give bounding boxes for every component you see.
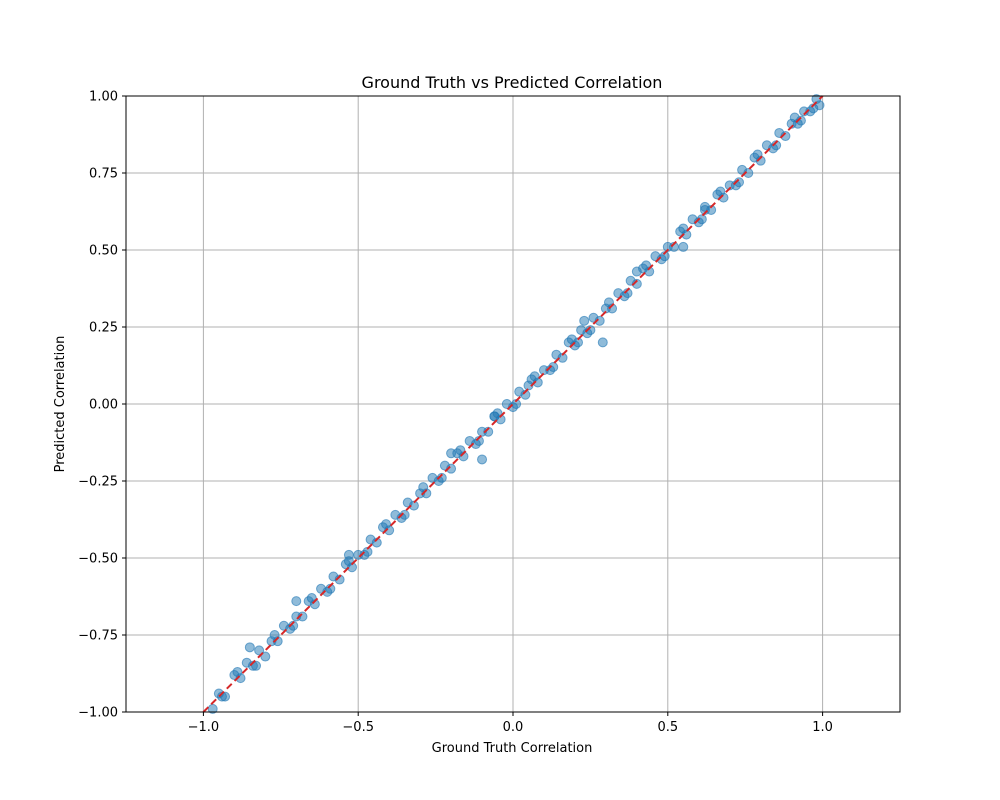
y-tick-label: 0.75: [89, 167, 118, 182]
data-point: [715, 186, 726, 197]
y-tick-label: 0.00: [89, 398, 118, 413]
data-point: [631, 266, 642, 277]
data-point: [291, 596, 302, 607]
y-tick-label: −0.75: [78, 629, 118, 644]
data-point: [752, 149, 763, 160]
data-point: [489, 411, 500, 422]
x-axis-label: Ground Truth Correlation: [432, 741, 593, 756]
chart-title: Ground Truth vs Predicted Correlation: [362, 73, 663, 92]
data-point: [579, 315, 590, 326]
data-point: [641, 260, 652, 271]
data-point: [603, 297, 614, 308]
x-tick-label: 0.5: [657, 720, 678, 735]
data-point: [678, 241, 689, 252]
data-point: [529, 371, 540, 382]
x-axis-ticks: −1.0 −0.5 0.0 0.5 1.0: [188, 712, 833, 735]
x-tick-label: 0.0: [503, 720, 524, 735]
y-axis-label: Predicted Correlation: [53, 336, 68, 473]
data-point: [455, 445, 466, 456]
x-tick-label: −1.0: [188, 720, 220, 735]
data-point: [207, 703, 218, 714]
data-points: [207, 94, 825, 714]
data-point: [659, 251, 670, 262]
data-point: [251, 660, 262, 671]
y-tick-label: 0.25: [89, 321, 118, 336]
data-point: [446, 448, 457, 459]
data-point: [418, 482, 429, 493]
y-tick-label: 1.00: [89, 90, 118, 105]
x-tick-label: −0.5: [342, 720, 374, 735]
data-point: [678, 223, 689, 234]
data-point: [260, 651, 271, 662]
data-point: [306, 593, 317, 604]
y-tick-label: 0.50: [89, 244, 118, 259]
y-tick-label: −1.00: [78, 706, 118, 721]
data-point: [232, 666, 243, 677]
data-point: [597, 337, 608, 348]
y-tick-label: −0.25: [78, 475, 118, 490]
identity-reference-line: [202, 95, 824, 713]
data-point: [254, 645, 265, 656]
data-point: [814, 100, 825, 111]
y-tick-label: −0.50: [78, 552, 118, 567]
y-axis-ticks: −1.00 −0.75 −0.50 −0.25 0.00 0.25 0.50 0.75 1.00: [78, 90, 126, 721]
data-point: [269, 630, 280, 640]
data-point: [244, 642, 255, 653]
data-point: [381, 519, 392, 530]
data-point: [343, 549, 354, 560]
data-point: [477, 454, 488, 465]
x-tick-label: 1.0: [812, 720, 833, 735]
